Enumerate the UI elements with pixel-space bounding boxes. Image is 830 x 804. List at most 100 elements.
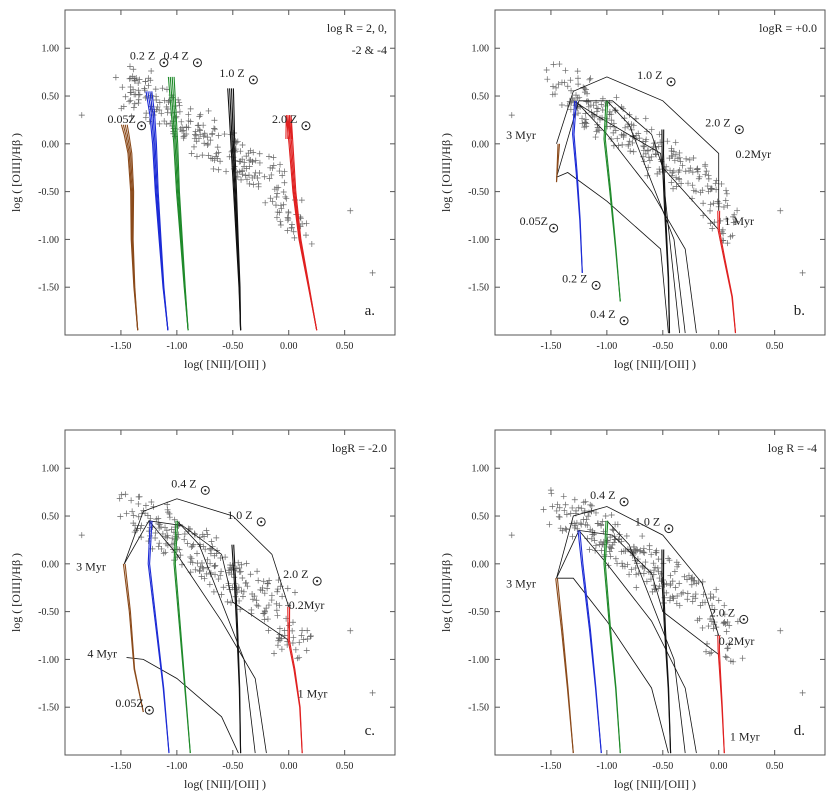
data-point bbox=[213, 534, 220, 541]
data-point bbox=[127, 97, 134, 104]
data-point bbox=[567, 106, 574, 113]
data-point bbox=[724, 240, 731, 247]
y-axis-title: log ( [OIII]/Hβ ) bbox=[439, 133, 453, 212]
data-point bbox=[592, 547, 599, 554]
data-point bbox=[142, 94, 149, 101]
annotation: 1.0 Z bbox=[637, 68, 662, 82]
data-point bbox=[690, 577, 697, 584]
data-point bbox=[636, 135, 643, 142]
x-axis-title: log( [NII]/[OII] ) bbox=[184, 357, 266, 371]
data-point bbox=[277, 222, 284, 229]
data-point bbox=[669, 153, 676, 160]
data-point bbox=[164, 106, 171, 113]
data-point bbox=[127, 75, 134, 82]
data-point bbox=[722, 653, 729, 660]
annotation: 2.0 Z bbox=[710, 605, 735, 619]
data-point bbox=[267, 195, 274, 202]
data-point bbox=[211, 125, 218, 132]
plot-frame bbox=[494, 9, 826, 336]
data-point bbox=[723, 187, 730, 194]
data-point bbox=[211, 117, 218, 124]
data-point bbox=[640, 570, 647, 577]
data-point bbox=[709, 602, 716, 609]
data-point bbox=[708, 185, 715, 192]
data-point bbox=[591, 537, 598, 544]
data-point bbox=[191, 143, 198, 150]
data-point bbox=[132, 522, 139, 529]
data-point bbox=[135, 100, 142, 107]
data-point bbox=[207, 560, 214, 567]
x-tick-label: 0.50 bbox=[336, 761, 354, 772]
track-z10 bbox=[231, 544, 242, 754]
data-point bbox=[289, 639, 296, 646]
track-z10 bbox=[662, 129, 671, 334]
data-point bbox=[126, 98, 133, 105]
data-point bbox=[211, 157, 218, 164]
data-point bbox=[300, 636, 307, 643]
panel-1: -1.50 -1.00 -0.50 0.00 0.50 1.00 0.50 0.00 -0.50… bbox=[9, 9, 396, 371]
data-point bbox=[211, 126, 218, 133]
data-point bbox=[558, 79, 565, 86]
data-point bbox=[614, 521, 621, 528]
data-point bbox=[726, 640, 733, 647]
data-point bbox=[209, 131, 216, 138]
data-point bbox=[713, 586, 720, 593]
data-point bbox=[197, 563, 204, 570]
track-z005 bbox=[555, 143, 561, 183]
data-point bbox=[261, 590, 268, 597]
data-point bbox=[273, 214, 280, 221]
data-point bbox=[689, 598, 696, 605]
data-point bbox=[575, 504, 582, 511]
data-point bbox=[573, 92, 580, 99]
track-z10 bbox=[233, 544, 242, 754]
data-point bbox=[632, 564, 639, 571]
data-point bbox=[236, 569, 243, 576]
data-point bbox=[696, 173, 703, 180]
data-point bbox=[700, 200, 707, 207]
data-point bbox=[582, 119, 589, 126]
data-point bbox=[285, 215, 292, 222]
data-point bbox=[655, 143, 662, 150]
data-point bbox=[201, 130, 208, 137]
data-point bbox=[707, 186, 714, 193]
data-point bbox=[576, 94, 583, 101]
data-point bbox=[259, 584, 266, 591]
data-point bbox=[641, 549, 648, 556]
data-point bbox=[574, 68, 581, 75]
data-point bbox=[200, 133, 207, 140]
data-point bbox=[112, 74, 119, 81]
data-point bbox=[200, 122, 207, 129]
data-point bbox=[567, 510, 574, 517]
y-axis-title: log ( [OIII]/Hβ ) bbox=[9, 133, 23, 212]
data-point bbox=[178, 118, 185, 125]
data-point bbox=[283, 195, 290, 202]
data-point bbox=[128, 113, 135, 120]
track-z10 bbox=[232, 88, 242, 331]
data-point bbox=[689, 169, 696, 176]
data-point bbox=[203, 527, 210, 534]
annotation: 3 Myr bbox=[506, 577, 536, 591]
data-point bbox=[156, 540, 163, 547]
data-point bbox=[620, 548, 627, 555]
data-point bbox=[279, 172, 286, 179]
data-point bbox=[675, 169, 682, 176]
data-point bbox=[588, 502, 595, 509]
x-tick-label: -1.00 bbox=[166, 761, 187, 772]
solar-symbol-dot bbox=[669, 80, 673, 83]
data-point bbox=[205, 140, 212, 147]
data-point bbox=[253, 602, 260, 609]
data-point bbox=[676, 175, 683, 182]
isochrone-line bbox=[573, 100, 680, 334]
data-point bbox=[284, 227, 291, 234]
data-point bbox=[188, 544, 195, 551]
data-point bbox=[268, 171, 275, 178]
data-point bbox=[667, 572, 674, 579]
data-point bbox=[581, 89, 588, 96]
annotation: 1.0 Z bbox=[219, 66, 244, 80]
annotation: 0.05Z bbox=[520, 214, 548, 228]
data-point bbox=[207, 155, 214, 162]
data-point bbox=[118, 491, 125, 498]
data-point bbox=[587, 102, 594, 109]
track-z20 bbox=[717, 210, 737, 334]
data-point bbox=[599, 541, 606, 548]
